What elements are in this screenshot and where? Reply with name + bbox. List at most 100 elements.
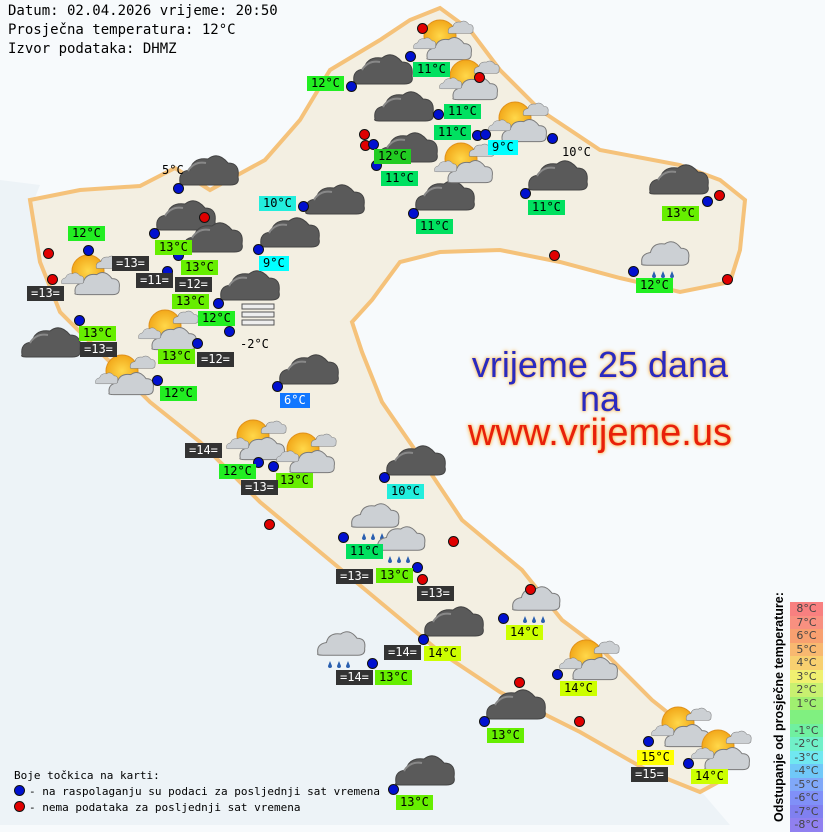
sea-temperature-label: =14= [384,645,421,660]
station-dot-available[interactable] [408,208,419,219]
station-dot-available[interactable] [379,472,390,483]
temperature-text-label: -2°C [240,337,269,351]
station-dot-available[interactable] [498,613,509,624]
station-dot-available[interactable] [405,51,416,62]
station-dot-available[interactable] [367,658,378,669]
scale-step: -3°C [790,750,823,764]
scale-step: -6°C [790,791,823,805]
legend-available-text: - na raspolaganju su podaci za posljednj… [29,785,380,798]
station-dot-available[interactable] [643,736,654,747]
temperature-label: 14°C [506,625,543,640]
station-dot-available[interactable] [520,188,531,199]
temperature-label: 13°C [172,294,209,309]
station-dot-available[interactable] [412,562,423,573]
promo-line-1: vrijeme 25 dana [471,344,729,385]
sea-temperature-label: =14= [185,443,222,458]
temperature-label: 13°C [662,206,699,221]
sea-temperature-label: =15= [631,767,668,782]
station-dot-available[interactable] [547,133,558,144]
date-time-line: Datum: 02.04.2026 vrijeme: 20:50 [8,3,278,19]
promo-url-link[interactable]: www.vrijeme.us [468,412,732,454]
station-dot-available[interactable] [368,139,379,150]
station-dot-unavailable[interactable] [474,72,485,83]
station-dot-available[interactable] [152,375,163,386]
station-dot-available[interactable] [480,129,491,140]
scale-step: -7°C [790,804,823,818]
temperature-label: 11°C [528,200,565,215]
station-dot-unavailable[interactable] [714,190,725,201]
station-dot-available[interactable] [346,81,357,92]
temperature-label: 12°C [219,464,256,479]
station-dot-available[interactable] [388,784,399,795]
station-dot-unavailable[interactable] [549,250,560,261]
scale-step: -4°C [790,764,823,778]
station-dot-available[interactable] [433,109,444,120]
station-dot-available[interactable] [253,457,264,468]
station-dot-unavailable[interactable] [199,212,210,223]
scale-step: -1°C [790,723,823,737]
station-dot-available[interactable] [338,532,349,543]
sea-temperature-label: =12= [175,277,212,292]
station-dot-available[interactable] [83,245,94,256]
station-dot-available[interactable] [628,266,639,277]
station-dot-available[interactable] [418,634,429,645]
station-dot-unavailable[interactable] [47,274,58,285]
sea-temperature-label: =13= [417,586,454,601]
temperature-label: 13°C [375,670,412,685]
scale-step: 8°C [790,602,823,616]
station-dot-unavailable[interactable] [417,574,428,585]
scale-step: 1°C [790,696,823,710]
station-dot-available[interactable] [253,244,264,255]
station-dot-available[interactable] [213,298,224,309]
station-dot-unavailable[interactable] [514,677,525,688]
station-dot-available[interactable] [683,758,694,769]
station-dot-available[interactable] [149,228,160,239]
sea-temperature-label: =13= [27,286,64,301]
station-dot-unavailable[interactable] [722,274,733,285]
legend-unavailable: - nema podataka za posljednji sat vremen… [14,800,380,816]
station-dot-unavailable[interactable] [417,23,428,34]
station-dot-unavailable[interactable] [448,536,459,547]
temperature-label: 12°C [68,226,105,241]
station-dot-unavailable[interactable] [43,248,54,259]
dot-legend: Boje točkica na karti: - na raspolaganju… [14,768,380,816]
station-dot-available[interactable] [192,338,203,349]
sea-temperature-label: =14= [336,670,373,685]
promo-line-2: na [579,378,621,419]
average-temperature-line: Prosječna temperatura: 12°C [8,22,236,38]
temperature-label: 11°C [434,125,471,140]
sea-temperature-label: =12= [197,352,234,367]
station-dot-unavailable[interactable] [264,519,275,530]
station-dot-available[interactable] [173,183,184,194]
temperature-label: 11°C [413,62,450,77]
station-dot-available[interactable] [74,315,85,326]
temperature-label: 12°C [160,386,197,401]
station-dot-available[interactable] [552,669,563,680]
temperature-label: 14°C [691,769,728,784]
station-dot-available[interactable] [479,716,490,727]
scale-step [790,710,823,724]
station-dot-unavailable[interactable] [525,584,536,595]
temperature-label: 14°C [560,681,597,696]
data-source-line: Izvor podataka: DHMZ [8,41,177,57]
station-dot-unavailable[interactable] [359,129,370,140]
temperature-label: 14°C [424,646,461,661]
scale-step: -5°C [790,777,823,791]
scale-step: 6°C [790,629,823,643]
temperature-label: 13°C [79,326,116,341]
station-dot-available[interactable] [224,326,235,337]
sea-temperature-label: =13= [80,342,117,357]
scale-step: 7°C [790,615,823,629]
temperature-label: 13°C [376,568,413,583]
station-dot-available[interactable] [702,196,713,207]
station-dot-available[interactable] [272,381,283,392]
station-dot-available[interactable] [298,201,309,212]
temperature-label: 12°C [636,278,673,293]
station-dot-unavailable[interactable] [574,716,585,727]
scale-step: 3°C [790,669,823,683]
temperature-label: 12°C [307,76,344,91]
station-dot-available[interactable] [268,461,279,472]
red-dot-icon [14,801,25,812]
temperature-label: 11°C [416,219,453,234]
